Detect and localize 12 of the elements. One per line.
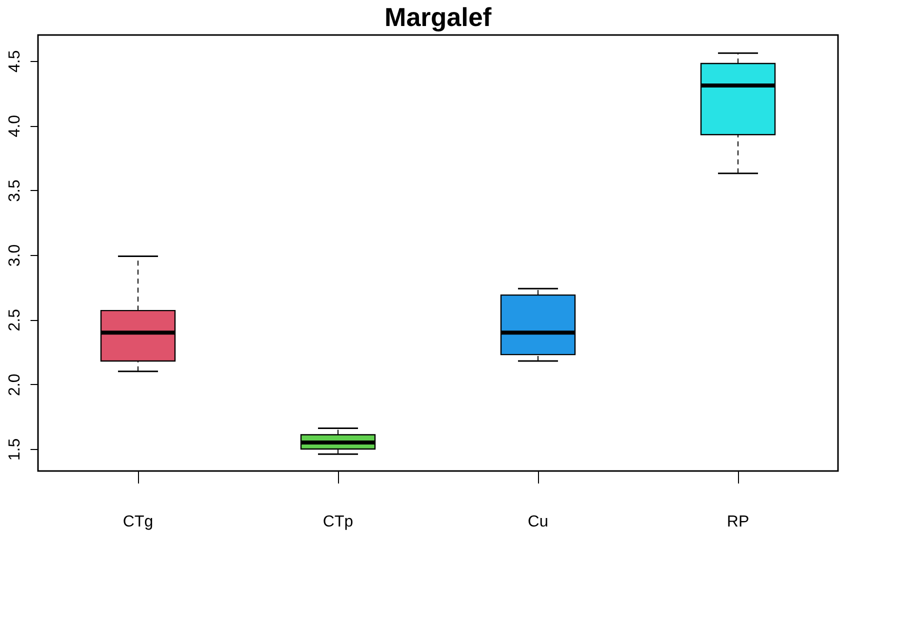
y-tick-label: 2.5 (6, 308, 24, 332)
y-tick-label: 4.0 (6, 114, 24, 138)
y-tick-label: 4.5 (6, 50, 24, 72)
x-tick-label: CTp (322, 514, 354, 530)
x-tick-label: Cu (528, 514, 548, 530)
y-tick-label: 3.5 (6, 180, 24, 202)
y-tick-label: 1.5 (6, 438, 24, 461)
y-tick-label: 3.0 (6, 244, 24, 267)
chart-title: Margalef (384, 2, 492, 32)
x-tick-label: RP (726, 514, 750, 530)
x-tick-label: CTg (122, 514, 154, 530)
y-tick-label: 2.0 (6, 374, 24, 396)
